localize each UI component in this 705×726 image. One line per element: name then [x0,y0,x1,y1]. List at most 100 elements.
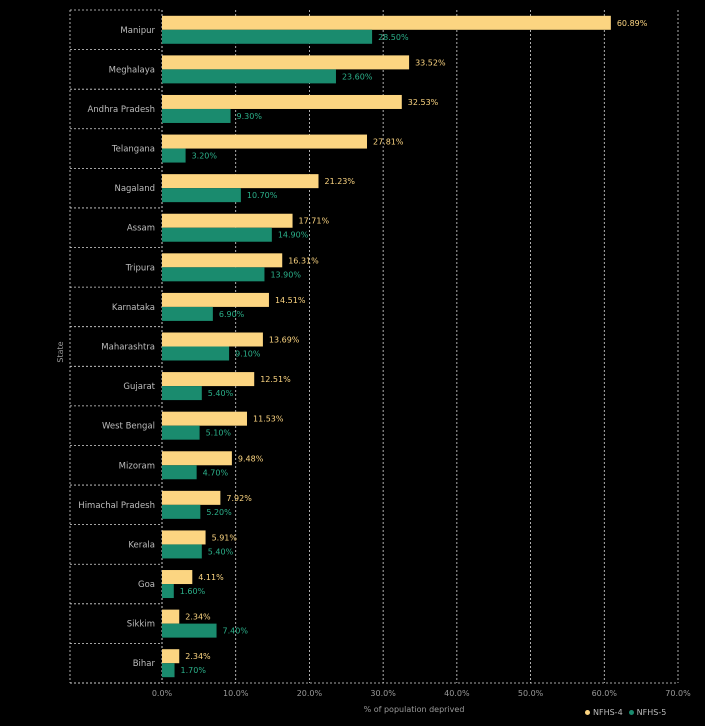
bar-nfhs4 [162,451,232,466]
bar-nfhs5 [162,584,174,599]
data-label-nfhs5: 14.90% [278,231,309,240]
data-label-nfhs5: 9.30% [237,112,263,121]
bar-nfhs4 [162,292,269,307]
x-tick-label: 50.0% [518,689,544,698]
data-label-nfhs4: 5.91% [212,533,238,542]
bar-nfhs5 [162,227,272,242]
x-tick-label: 0.0% [152,689,173,698]
data-label-nfhs5: 6.90% [219,310,245,319]
data-label-nfhs4: 21.23% [324,177,355,186]
data-label-nfhs4: 4.11% [198,573,224,582]
bar-nfhs5 [162,306,213,321]
data-label-nfhs5: 5.10% [206,429,232,438]
bar-nfhs5 [162,425,200,440]
category-label: West Bengal [102,422,155,432]
bar-nfhs4 [162,55,410,70]
data-label-nfhs5: 1.70% [181,666,207,675]
bar-nfhs4 [162,213,293,228]
row-separators [70,9,162,684]
category-label: Kerala [128,540,155,550]
data-label-nfhs4: 17.71% [299,217,330,226]
category-label: Mizoram [119,461,155,471]
category-label: Meghalaya [109,65,155,75]
category-label: Telangana [111,145,155,155]
category-label: Nagaland [114,184,155,194]
bars [162,15,611,678]
data-label-nfhs4: 11.53% [253,415,284,424]
data-label-nfhs4: 27.81% [373,138,404,147]
category-label: Tripura [125,263,155,273]
data-label-nfhs5: 1.60% [180,587,206,596]
x-tick-label: 10.0% [223,689,249,698]
bar-nfhs4 [162,372,255,387]
bar-nfhs5 [162,188,241,203]
data-label-nfhs5: 3.20% [192,152,218,161]
x-tick-label: 40.0% [444,689,470,698]
bar-nfhs4 [162,570,193,585]
bar-nfhs4 [162,411,247,426]
x-tick-label: 70.0% [665,689,691,698]
bar-nfhs5 [162,267,265,282]
x-tick-label: 60.0% [592,689,618,698]
bar-nfhs5 [162,346,230,361]
data-labels: Manipur 60.89% 28.50% Meghalaya 33.52% 23.60%… [78,19,647,675]
x-tick-label: 20.0% [297,689,323,698]
legend: NFHS-4 NFHS-5 [585,708,666,717]
axes: % of population deprived State 0.0% 10.0%… [56,341,691,714]
data-label-nfhs5: 5.40% [208,547,234,556]
category-label: Manipur [120,26,155,36]
category-label: Goa [138,580,155,590]
bar-nfhs4 [162,94,402,109]
data-label-nfhs5: 5.40% [208,389,234,398]
data-label-nfhs4: 9.48% [238,454,264,463]
category-label: Assam [127,224,155,234]
category-label: Himachal Pradesh [78,501,155,511]
bar-nfhs4 [162,15,611,30]
x-axis-title: % of population deprived [364,705,465,714]
y-axis-title: State [56,341,65,362]
bar-nfhs4 [162,530,206,545]
data-label-nfhs4: 14.51% [275,296,306,305]
data-label-nfhs4: 60.89% [617,19,648,28]
category-label: Maharashtra [101,343,155,353]
bar-nfhs4 [162,174,319,189]
bar-nfhs5 [162,663,175,678]
data-label-nfhs4: 12.51% [260,375,291,384]
data-label-nfhs4: 16.31% [288,256,319,265]
data-label-nfhs5: 5.20% [206,508,232,517]
legend-item-nfhs5[interactable]: NFHS-5 [628,708,667,717]
bar-nfhs5 [162,108,231,123]
category-label: Gujarat [123,382,155,392]
legend-swatch-nfhs5 [628,710,634,715]
bar-nfhs5 [162,544,202,559]
category-label: Sikkim [127,620,155,630]
data-label-nfhs4: 13.69% [269,336,300,345]
bar-nfhs5 [162,29,373,44]
data-label-nfhs4: 2.34% [185,652,211,661]
legend-label-nfhs4: NFHS-4 [593,708,623,717]
bar-nfhs4 [162,490,221,505]
bar-nfhs5 [162,504,201,519]
data-label-nfhs5: 4.70% [203,468,229,477]
bar-nfhs5 [162,623,217,638]
bar-nfhs4 [162,609,180,624]
legend-swatch-nfhs4 [585,710,590,715]
bar-nfhs5 [162,148,186,163]
bar-nfhs5 [162,386,202,401]
legend-item-nfhs4[interactable]: NFHS-4 [585,708,623,717]
data-label-nfhs4: 7.92% [226,494,252,503]
bar-nfhs4 [162,649,180,664]
data-label-nfhs5: 9.10% [235,350,261,359]
category-label: Bihar [133,659,156,669]
data-label-nfhs4: 2.34% [185,613,211,622]
legend-label-nfhs5: NFHS-5 [636,708,667,717]
category-label: Karnataka [112,303,155,313]
grid-layer [69,10,679,684]
data-label-nfhs5: 23.60% [342,72,373,81]
data-label-nfhs5: 28.50% [378,33,409,42]
category-label: Andhra Pradesh [87,105,155,115]
bar-nfhs5 [162,465,197,480]
data-label-nfhs4: 33.52% [415,58,446,67]
